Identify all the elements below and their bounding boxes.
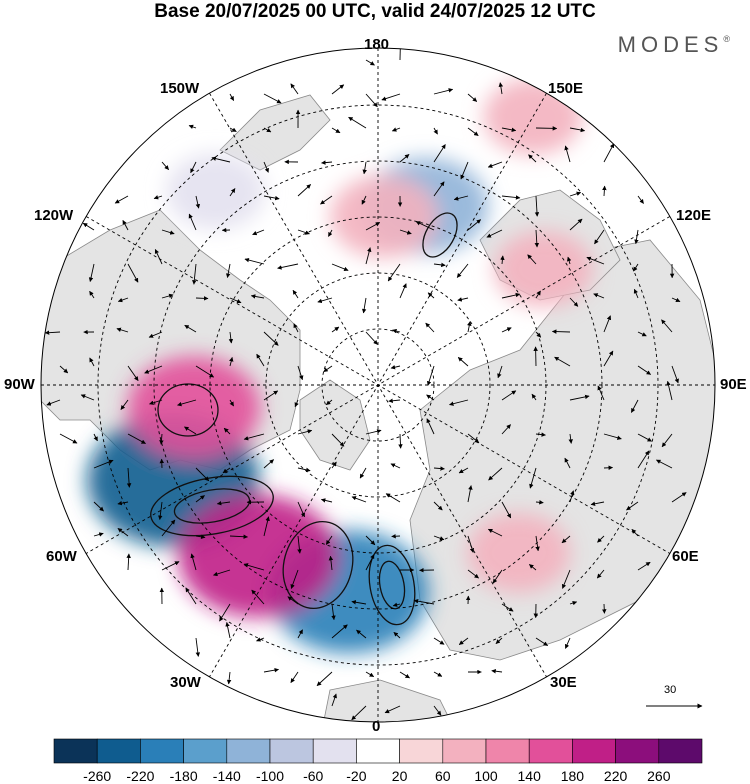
colorbar-label: -180	[170, 768, 198, 784]
colorbar-swatch	[400, 739, 443, 763]
lon-label-120w: 120W	[34, 207, 73, 224]
lon-label-150e: 150E	[548, 80, 583, 97]
colorbar-label: 20	[392, 768, 408, 784]
colorbar-label: 180	[561, 768, 584, 784]
colorbar-swatch	[572, 739, 615, 763]
lon-label-180: 180	[364, 36, 389, 53]
colorbar-swatch	[97, 739, 140, 763]
lon-label-0: 0	[372, 718, 380, 735]
lon-label-60e: 60E	[672, 548, 699, 565]
colorbar-label: -60	[303, 768, 323, 784]
colorbar-swatch	[659, 739, 702, 763]
colorbar-label: -20	[346, 768, 366, 784]
anomaly-blob	[494, 231, 593, 307]
colorbar	[54, 739, 702, 763]
colorbar-swatch	[486, 739, 529, 763]
colorbar-label: -220	[126, 768, 154, 784]
colorbar-label: 140	[518, 768, 541, 784]
wind-arrow	[552, 331, 570, 332]
anomaly-blob	[166, 153, 265, 229]
lon-label-120e: 120E	[676, 207, 711, 224]
colorbar-swatch	[54, 739, 97, 763]
colorbar-label: 100	[474, 768, 497, 784]
lon-label-30e: 30E	[550, 674, 577, 691]
wind-arrow	[196, 298, 208, 299]
colorbar-label: -140	[213, 768, 241, 784]
colorbar-swatch	[140, 739, 183, 763]
colorbar-swatch	[184, 739, 227, 763]
lon-label-30w: 30W	[170, 674, 201, 691]
lon-label-60w: 60W	[46, 548, 77, 565]
colorbar-label: -260	[83, 768, 111, 784]
colorbar-label: 60	[435, 768, 451, 784]
lon-label-90w: 90W	[4, 376, 35, 393]
lon-label-150w: 150W	[160, 80, 199, 97]
colorbar-swatch	[529, 739, 572, 763]
colorbar-swatch	[313, 739, 356, 763]
colorbar-swatch	[443, 739, 486, 763]
colorbar-label: -100	[256, 768, 284, 784]
colorbar-swatch	[270, 739, 313, 763]
colorbar-label: 260	[647, 768, 670, 784]
colorbar-swatch	[616, 739, 659, 763]
colorbar-label: 220	[604, 768, 627, 784]
anomaly-blob	[178, 495, 337, 618]
anomaly-blob	[467, 513, 570, 592]
colorbar-swatch	[227, 739, 270, 763]
anomaly-blob	[330, 175, 437, 258]
reference-vector-value: 30	[664, 684, 676, 696]
colorbar-swatch	[356, 739, 399, 763]
lon-label-90e: 90E	[720, 376, 747, 393]
